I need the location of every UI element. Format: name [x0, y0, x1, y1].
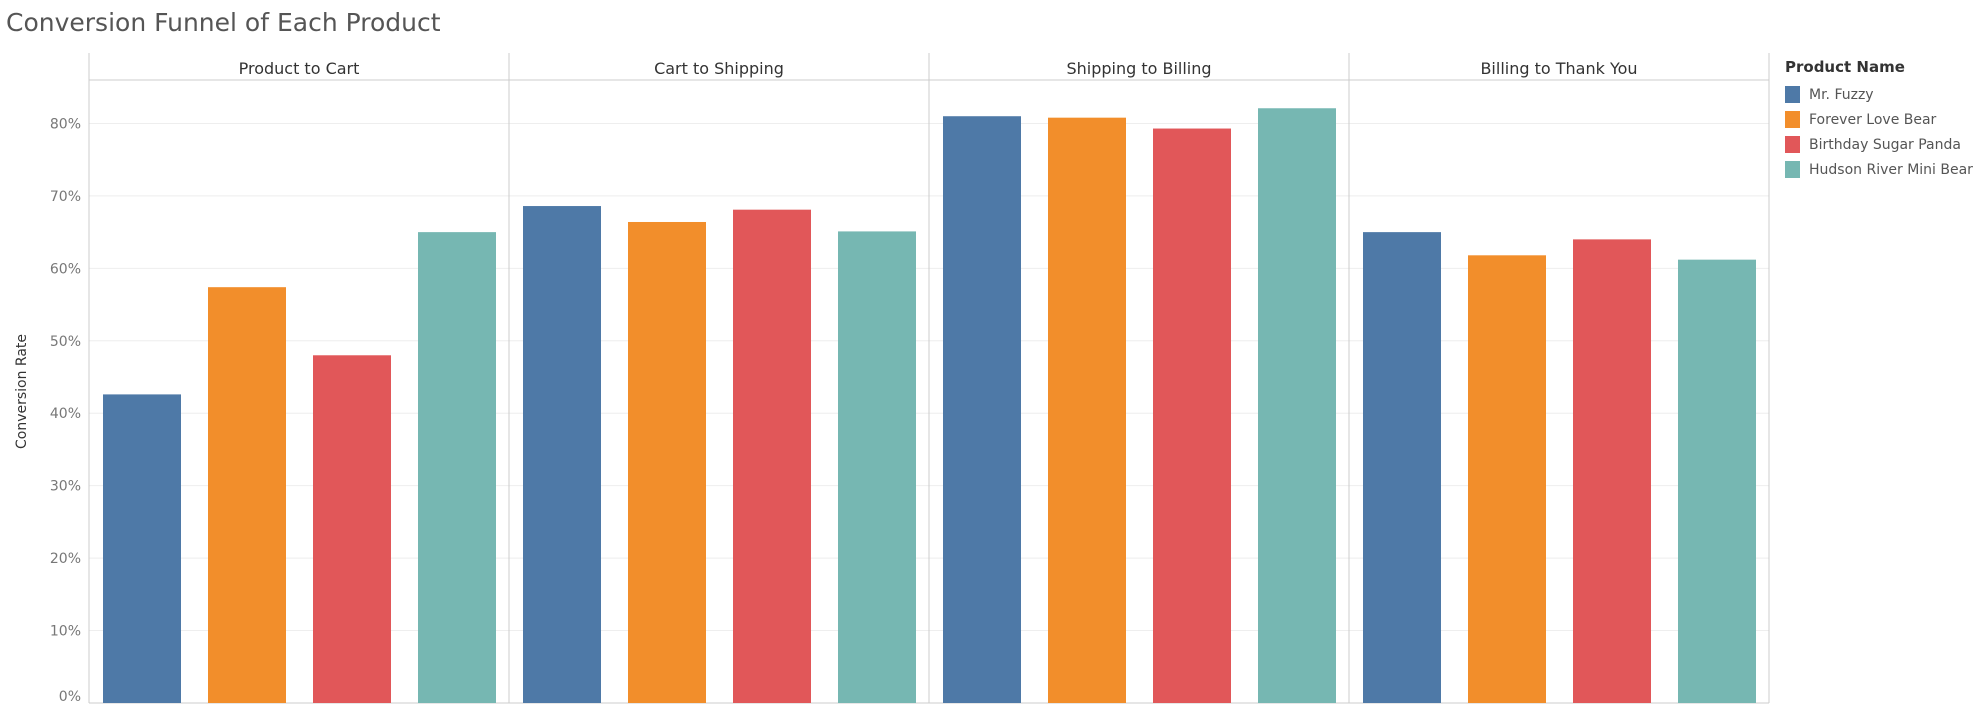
y-tick-label: 20%	[50, 551, 81, 567]
legend-item[interactable]: Mr. Fuzzy	[1785, 82, 1973, 107]
bar	[1048, 117, 1126, 703]
legend-swatch	[1785, 161, 1800, 178]
y-tick-label: 50%	[50, 334, 81, 350]
chart-title: Conversion Funnel of Each Product	[6, 8, 441, 37]
y-tick-label: 10%	[50, 624, 81, 640]
bar	[628, 221, 706, 703]
bar	[1573, 239, 1651, 704]
y-tick-label: 70%	[50, 189, 81, 205]
legend-swatch	[1785, 86, 1800, 103]
panel-header: Billing to Thank You	[1480, 59, 1637, 78]
legend-swatch	[1785, 111, 1800, 128]
legend-label: Birthday Sugar Panda	[1809, 136, 1961, 153]
legend-title: Product Name	[1785, 58, 1905, 76]
bar	[103, 394, 181, 703]
bar	[208, 287, 286, 703]
legend-label: Hudson River Mini Bear	[1809, 161, 1973, 178]
legend: Product Name Mr. Fuzzy Forever Love Bear…	[1785, 58, 1973, 182]
bar	[1153, 128, 1231, 704]
bar	[838, 231, 916, 703]
y-tick-label: 30%	[50, 479, 81, 495]
y-tick-label: 40%	[50, 406, 81, 422]
y-tick-label: 60%	[50, 261, 81, 277]
legend-item[interactable]: Forever Love Bear	[1785, 107, 1973, 132]
bar	[1258, 108, 1336, 704]
legend-label: Forever Love Bear	[1809, 111, 1937, 128]
bar	[313, 355, 391, 703]
panel-header: Product to Cart	[239, 59, 360, 78]
y-axis-title: Conversion Rate	[14, 334, 30, 449]
bar	[733, 209, 811, 703]
bar	[1363, 232, 1441, 703]
legend-label: Mr. Fuzzy	[1809, 86, 1874, 103]
legend-item[interactable]: Birthday Sugar Panda	[1785, 132, 1973, 157]
bar	[1468, 255, 1546, 703]
y-tick-label: 0%	[59, 689, 81, 704]
legend-item[interactable]: Hudson River Mini Bear	[1785, 157, 1973, 182]
bar	[418, 232, 496, 703]
bar	[943, 116, 1021, 703]
legend-swatch	[1785, 136, 1800, 153]
bar	[1678, 259, 1756, 703]
y-tick-label: 80%	[50, 116, 81, 132]
panel-header: Cart to Shipping	[654, 59, 784, 78]
panel-header: Shipping to Billing	[1066, 59, 1211, 78]
bar	[523, 206, 601, 704]
